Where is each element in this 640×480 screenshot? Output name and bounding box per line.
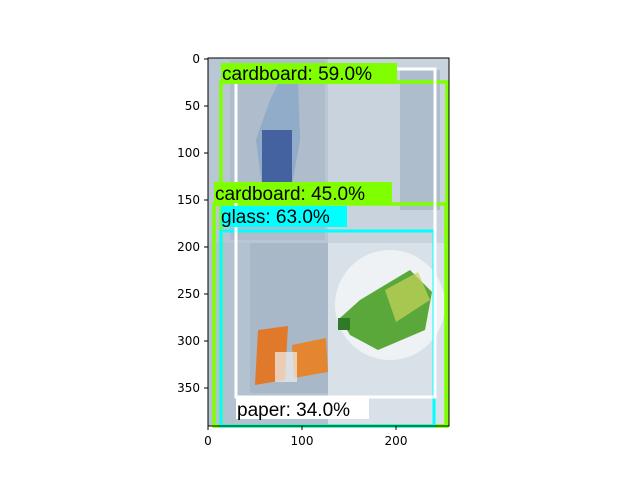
y-tick-label: 300 bbox=[177, 334, 200, 348]
y-axis: 0 50 100 150 200 250 300 350 bbox=[177, 52, 208, 395]
y-tick-label: 250 bbox=[177, 287, 200, 301]
detection-labels: cardboard: 59.0% cardboard: 45.0% glass:… bbox=[214, 63, 397, 421]
x-tick-label: 200 bbox=[385, 434, 408, 448]
x-axis: 0 100 200 bbox=[204, 426, 407, 448]
axes-frame bbox=[207, 57, 450, 427]
x-tick-label: 0 bbox=[204, 434, 212, 448]
y-tick-label: 200 bbox=[177, 240, 200, 254]
detection-label-glass-63: glass: 63.0% bbox=[221, 207, 330, 228]
y-tick-label: 350 bbox=[177, 381, 200, 395]
y-tick-label: 150 bbox=[177, 193, 200, 207]
x-tick-label: 100 bbox=[291, 434, 314, 448]
y-tick-label: 0 bbox=[192, 52, 200, 66]
detection-label-cardboard-45: cardboard: 45.0% bbox=[215, 184, 365, 205]
detection-label-cardboard-59: cardboard: 59.0% bbox=[222, 64, 372, 85]
photo-image bbox=[208, 58, 449, 426]
y-tick-label: 50 bbox=[185, 99, 200, 113]
detection-label-paper-34: paper: 34.0% bbox=[237, 400, 350, 421]
y-tick-label: 100 bbox=[177, 146, 200, 160]
